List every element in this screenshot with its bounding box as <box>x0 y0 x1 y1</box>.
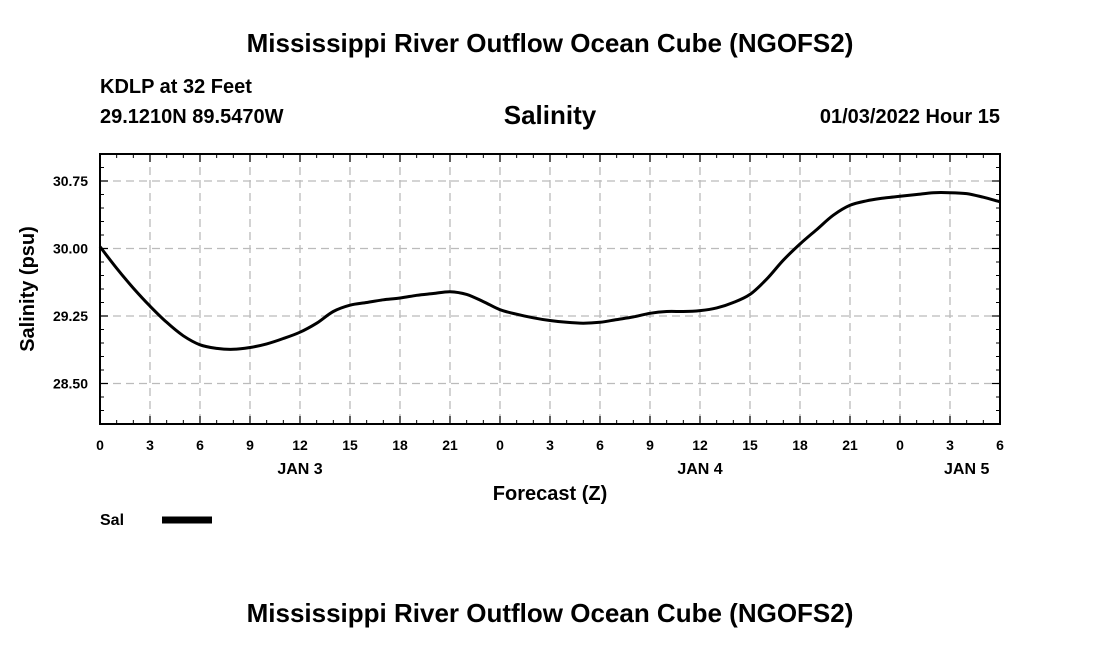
x-tick-label: 0 <box>96 437 104 453</box>
y-tick-label: 30.00 <box>53 241 88 257</box>
x-tick-label: 15 <box>342 437 358 453</box>
x-tick-label: 3 <box>946 437 954 453</box>
x-tick-label: 3 <box>146 437 154 453</box>
x-tick-label: 21 <box>442 437 458 453</box>
y-tick-label: 30.75 <box>53 173 88 189</box>
axis-tick-labels: 0 3 6 9 12 15 18 21 0 3 6 9 12 15 18 21 0 3 6 28.50 29.25 30.… <box>53 173 1004 478</box>
plot-frame <box>99 153 1001 425</box>
station-coordinates: 29.1210N 89.5470W <box>100 106 284 128</box>
x-tick-label: 9 <box>646 437 654 453</box>
x-tick-label: 18 <box>392 437 408 453</box>
x-tick-label: 12 <box>692 437 708 453</box>
day-label: JAN 4 <box>677 461 722 478</box>
legend-label-sal: Sal <box>100 512 124 529</box>
x-tick-label: 0 <box>496 437 504 453</box>
y-tick-label: 28.50 <box>53 376 88 392</box>
series-line-sal <box>98 191 1001 351</box>
x-tick-label: 6 <box>196 437 204 453</box>
y-axis-title: Salinity (psu) <box>17 226 39 352</box>
legend: Sal <box>100 512 212 529</box>
page-title: Mississippi River Outflow Ocean Cube (NG… <box>246 28 854 58</box>
day-label: JAN 5 <box>944 461 989 478</box>
footer-title: Mississippi River Outflow Ocean Cube (NG… <box>246 598 854 628</box>
x-axis-title: Forecast (Z) <box>493 483 607 505</box>
y-tick-label: 29.25 <box>53 308 88 324</box>
series-layer <box>98 191 1001 351</box>
grid <box>100 154 1000 424</box>
x-tick-label: 9 <box>246 437 254 453</box>
x-tick-label: 12 <box>292 437 308 453</box>
x-tick-label: 6 <box>596 437 604 453</box>
x-tick-label: 21 <box>842 437 858 453</box>
x-tick-label: 15 <box>742 437 758 453</box>
day-label: JAN 3 <box>277 461 322 478</box>
station-name-depth: KDLP at 32 Feet <box>100 76 252 98</box>
x-tick-label: 3 <box>546 437 554 453</box>
x-tick-label: 0 <box>896 437 904 453</box>
run-time: 01/03/2022 Hour 15 <box>819 106 1000 128</box>
x-tick-label: 6 <box>996 437 1004 453</box>
x-tick-label: 18 <box>792 437 808 453</box>
chart-title: Salinity <box>504 100 597 130</box>
